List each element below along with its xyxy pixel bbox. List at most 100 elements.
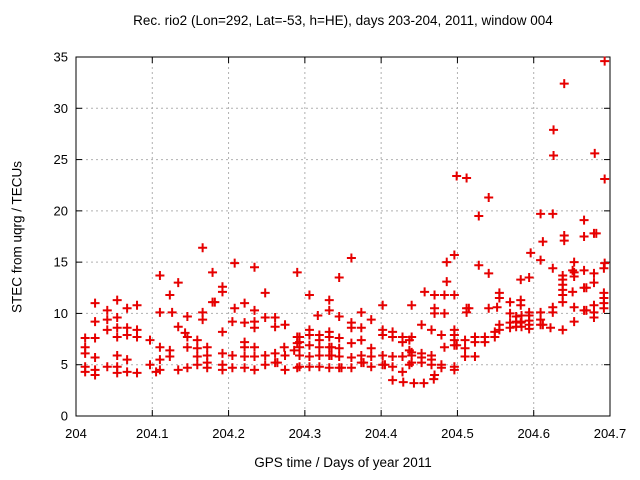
data-point: [182, 363, 192, 373]
data-point: [260, 288, 270, 298]
data-point: [240, 352, 250, 362]
data-point: [474, 211, 484, 221]
data-point: [589, 268, 599, 278]
data-point: [417, 358, 427, 368]
data-point: [324, 295, 334, 305]
data-point: [165, 290, 175, 300]
data-point: [346, 353, 356, 363]
data-point: [380, 360, 390, 370]
x-tick-label: 204.5: [441, 426, 474, 441]
data-point: [90, 370, 100, 380]
data-point: [295, 342, 305, 352]
data-point: [102, 325, 112, 335]
data-point: [198, 315, 208, 325]
data-point: [289, 345, 299, 355]
data-point: [295, 362, 305, 372]
data-point: [122, 355, 132, 365]
data-point: [102, 305, 112, 315]
data-point: [419, 378, 429, 388]
data-point: [80, 333, 90, 343]
data-point: [452, 171, 462, 181]
data-point: [336, 363, 346, 373]
x-tick-label: 204.3: [289, 426, 322, 441]
data-point: [90, 333, 100, 343]
data-point: [398, 377, 408, 387]
data-point: [173, 322, 183, 332]
y-axis-label: STEC from uqrg / TECUs: [9, 160, 25, 314]
data-point: [327, 350, 337, 360]
data-point: [346, 253, 356, 263]
data-point: [516, 275, 526, 285]
data-point: [398, 352, 408, 362]
x-tick-label: 204.2: [212, 426, 245, 441]
data-point: [398, 367, 408, 377]
data-point: [217, 287, 227, 297]
data-point: [314, 350, 324, 360]
data-point: [505, 323, 515, 333]
data-point: [490, 332, 500, 342]
data-point: [581, 305, 591, 315]
data-point: [227, 317, 237, 327]
data-point: [436, 330, 446, 340]
data-point: [569, 257, 579, 267]
data-point: [240, 363, 250, 373]
data-point: [590, 148, 600, 158]
data-point: [516, 300, 526, 310]
data-point: [600, 258, 610, 268]
data-point: [165, 352, 175, 362]
y-tick-label: 35: [54, 50, 68, 65]
data-point: [208, 267, 218, 277]
data-point: [112, 368, 122, 378]
data-point: [270, 322, 280, 332]
data-point: [230, 303, 240, 313]
data-point: [155, 307, 165, 317]
y-tick-label: 10: [54, 306, 68, 321]
data-point: [442, 257, 452, 267]
data-point: [122, 303, 132, 313]
data-point: [356, 335, 366, 345]
data-point: [548, 209, 558, 219]
data-point: [112, 350, 122, 360]
data-point: [462, 307, 472, 317]
data-point: [334, 343, 344, 353]
data-point: [304, 352, 314, 362]
data-point: [538, 320, 548, 330]
data-point: [280, 320, 290, 330]
data-point: [420, 287, 430, 297]
data-point: [80, 348, 90, 358]
data-point: [202, 363, 212, 373]
data-point: [549, 125, 559, 135]
data-point: [538, 237, 548, 247]
data-point: [80, 367, 90, 377]
data-point: [324, 305, 334, 315]
data-point: [388, 375, 398, 385]
data-point: [250, 352, 260, 362]
data-point: [155, 342, 165, 352]
data-point: [549, 150, 559, 160]
data-point: [599, 303, 609, 313]
data-point: [407, 332, 417, 342]
data-point: [474, 260, 484, 270]
data-point: [280, 350, 290, 360]
data-point: [250, 342, 260, 352]
data-point: [526, 248, 536, 258]
data-point: [407, 300, 417, 310]
data-point: [591, 228, 601, 238]
data-point: [545, 323, 555, 333]
data-point: [240, 342, 250, 352]
data-point: [210, 297, 220, 307]
data-point: [366, 352, 376, 362]
data-point: [122, 330, 132, 340]
data-point: [102, 362, 112, 372]
data-point: [409, 378, 419, 388]
data-point: [90, 317, 100, 327]
data-point: [417, 320, 427, 330]
data-point: [250, 305, 260, 315]
data-point: [536, 209, 546, 219]
data-point: [145, 335, 155, 345]
data-point: [388, 332, 398, 342]
data-point: [356, 307, 366, 317]
data-point: [145, 360, 155, 370]
data-point: [334, 352, 344, 362]
